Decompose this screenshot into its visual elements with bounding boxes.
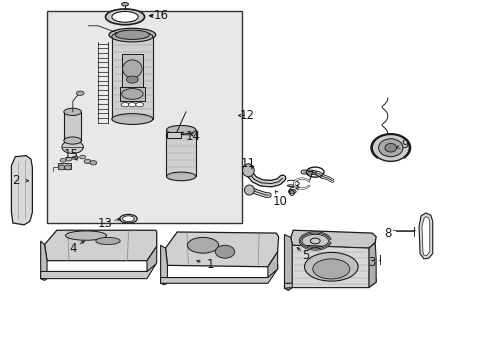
Ellipse shape [65, 231, 106, 240]
Ellipse shape [64, 137, 81, 144]
Ellipse shape [112, 12, 138, 22]
Ellipse shape [384, 143, 396, 152]
Ellipse shape [58, 165, 65, 170]
Ellipse shape [122, 3, 128, 6]
Ellipse shape [136, 103, 143, 107]
Ellipse shape [64, 108, 81, 116]
Ellipse shape [166, 172, 195, 181]
Polygon shape [418, 213, 432, 259]
Ellipse shape [62, 140, 83, 153]
Ellipse shape [120, 215, 137, 223]
Ellipse shape [244, 185, 254, 195]
Polygon shape [41, 259, 156, 279]
Polygon shape [64, 112, 81, 140]
Ellipse shape [90, 161, 97, 165]
Text: 4: 4 [69, 242, 77, 255]
Ellipse shape [304, 252, 357, 281]
Ellipse shape [310, 238, 320, 244]
Ellipse shape [288, 189, 296, 194]
Text: 7: 7 [306, 170, 313, 183]
Polygon shape [267, 252, 277, 278]
Polygon shape [421, 217, 429, 255]
Polygon shape [147, 246, 157, 271]
Ellipse shape [122, 216, 134, 222]
Text: 14: 14 [185, 130, 201, 144]
Ellipse shape [187, 237, 218, 253]
Polygon shape [44, 230, 157, 261]
Ellipse shape [64, 165, 71, 170]
Ellipse shape [66, 157, 72, 161]
Text: 16: 16 [154, 9, 169, 22]
Text: 13: 13 [98, 216, 113, 230]
Ellipse shape [105, 9, 144, 25]
Ellipse shape [215, 245, 234, 258]
Ellipse shape [76, 91, 84, 95]
Polygon shape [112, 37, 153, 119]
Text: 1: 1 [206, 258, 214, 271]
Ellipse shape [109, 28, 156, 41]
Ellipse shape [378, 139, 402, 157]
Ellipse shape [242, 164, 254, 177]
Ellipse shape [121, 103, 129, 107]
Ellipse shape [128, 103, 136, 107]
Ellipse shape [84, 159, 91, 163]
Ellipse shape [126, 76, 138, 83]
Ellipse shape [371, 134, 408, 161]
Ellipse shape [122, 89, 143, 99]
Polygon shape [292, 245, 368, 288]
Ellipse shape [112, 31, 153, 42]
Polygon shape [11, 156, 32, 225]
Text: 15: 15 [64, 148, 79, 161]
Text: 12: 12 [239, 109, 254, 122]
Polygon shape [284, 234, 292, 291]
FancyBboxPatch shape [47, 12, 242, 223]
Text: 8: 8 [384, 227, 391, 240]
Ellipse shape [60, 158, 66, 162]
Text: 9: 9 [401, 138, 408, 150]
Text: 11: 11 [241, 157, 255, 170]
Ellipse shape [96, 237, 120, 244]
Polygon shape [41, 241, 47, 280]
Polygon shape [122, 54, 143, 87]
Text: 6: 6 [287, 186, 294, 199]
Text: 2: 2 [13, 174, 20, 186]
Polygon shape [165, 232, 278, 267]
Polygon shape [290, 230, 375, 248]
Polygon shape [160, 264, 277, 283]
Ellipse shape [122, 60, 142, 78]
Polygon shape [284, 279, 375, 288]
Ellipse shape [72, 156, 78, 159]
Polygon shape [120, 87, 144, 101]
Ellipse shape [80, 155, 85, 159]
Text: 10: 10 [273, 195, 287, 208]
Ellipse shape [115, 30, 149, 40]
Ellipse shape [312, 259, 349, 279]
Polygon shape [58, 163, 71, 169]
Polygon shape [368, 243, 375, 288]
Polygon shape [167, 132, 181, 138]
Polygon shape [166, 130, 195, 176]
Text: 3: 3 [368, 256, 375, 269]
Ellipse shape [166, 126, 195, 134]
Ellipse shape [112, 114, 153, 125]
Text: 5: 5 [301, 249, 308, 262]
Polygon shape [160, 245, 167, 285]
